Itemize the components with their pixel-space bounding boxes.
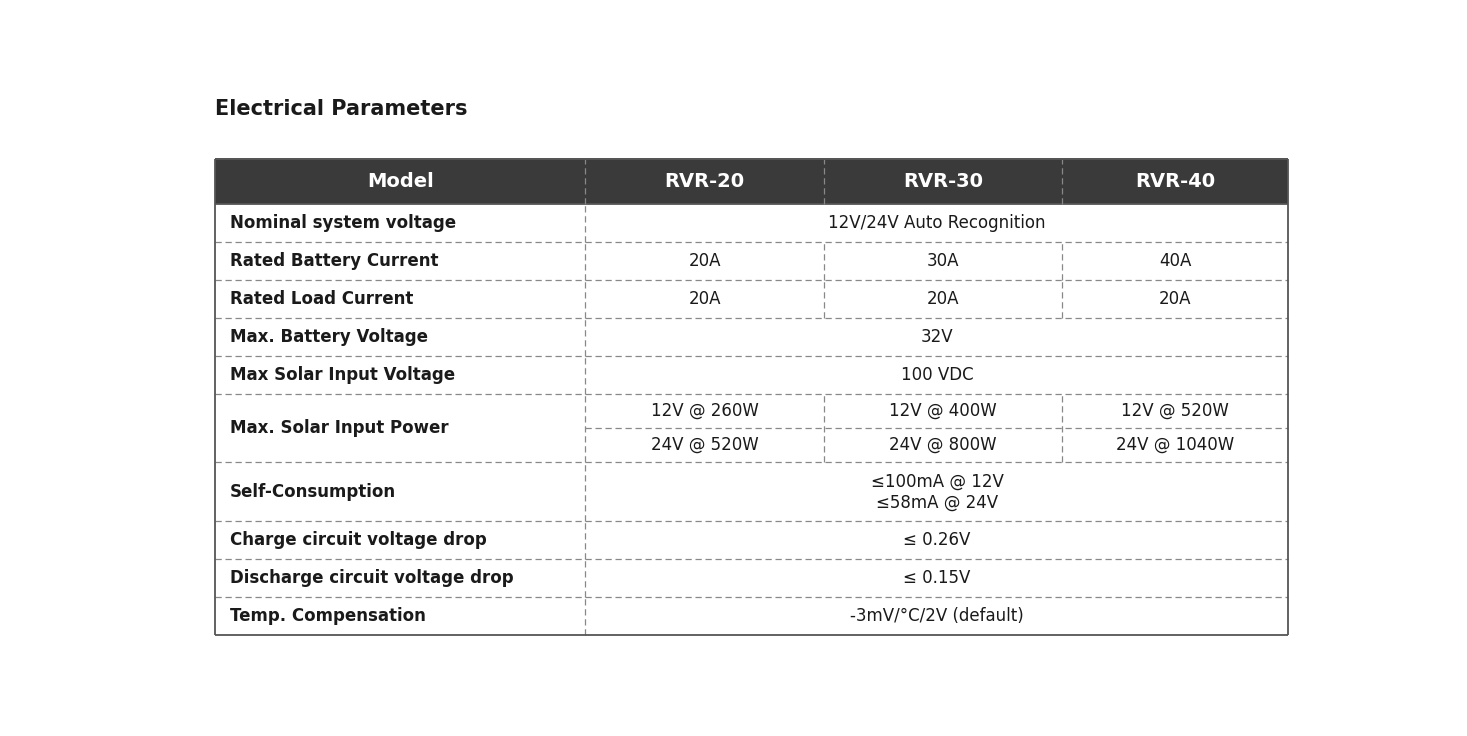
Text: RVR-40: RVR-40 [1135,172,1215,191]
Text: ≤100mA @ 12V
≤58mA @ 24V: ≤100mA @ 12V ≤58mA @ 24V [870,473,1003,512]
Text: Max. Solar Input Power: Max. Solar Input Power [230,419,449,437]
Text: -3mV/°C/2V (default): -3mV/°C/2V (default) [849,607,1024,625]
Text: 24V @ 800W: 24V @ 800W [889,436,996,454]
Text: 12V @ 520W: 12V @ 520W [1121,402,1229,420]
Bar [216,318,1288,355]
Text: 40A: 40A [1159,252,1191,270]
Text: 32V: 32V [921,328,954,346]
Text: 20A: 20A [927,290,959,308]
Text: Max. Battery Voltage: Max. Battery Voltage [230,328,428,346]
Text: ≤ 0.15V: ≤ 0.15V [904,569,971,587]
Bar [216,280,1288,318]
Text: 12V @ 260W: 12V @ 260W [651,402,758,420]
Text: Discharge circuit voltage drop: Discharge circuit voltage drop [230,569,513,587]
Text: RVR-20: RVR-20 [665,172,745,191]
Bar [216,204,1288,242]
Text: Self-Consumption: Self-Consumption [230,483,396,501]
Text: 24V @ 520W: 24V @ 520W [651,436,758,454]
Text: Charge circuit voltage drop: Charge circuit voltage drop [230,531,487,549]
Text: Rated Load Current: Rated Load Current [230,290,414,308]
Text: Nominal system voltage: Nominal system voltage [230,214,456,232]
Text: 20A: 20A [688,252,720,270]
Text: 12V @ 400W: 12V @ 400W [889,402,996,420]
Bar [216,462,1288,521]
Text: Rated Battery Current: Rated Battery Current [230,252,439,270]
Text: 30A: 30A [927,252,959,270]
Text: Model: Model [367,172,434,191]
Bar [216,394,1288,462]
Bar [216,597,1288,635]
Text: 100 VDC: 100 VDC [901,366,973,383]
Text: 20A: 20A [1159,290,1191,308]
Text: ≤ 0.26V: ≤ 0.26V [904,531,971,549]
Bar [216,242,1288,280]
Text: Temp. Compensation: Temp. Compensation [230,607,425,625]
Text: Max Solar Input Voltage: Max Solar Input Voltage [230,366,455,383]
Text: 24V @ 1040W: 24V @ 1040W [1116,436,1234,454]
Text: 20A: 20A [688,290,720,308]
Text: RVR-30: RVR-30 [902,172,983,191]
Text: 12V/24V Auto Recognition: 12V/24V Auto Recognition [829,214,1046,232]
Text: Electrical Parameters: Electrical Parameters [216,99,468,119]
Bar [216,521,1288,559]
Bar [216,159,1288,204]
Bar [216,559,1288,597]
Bar [216,355,1288,394]
